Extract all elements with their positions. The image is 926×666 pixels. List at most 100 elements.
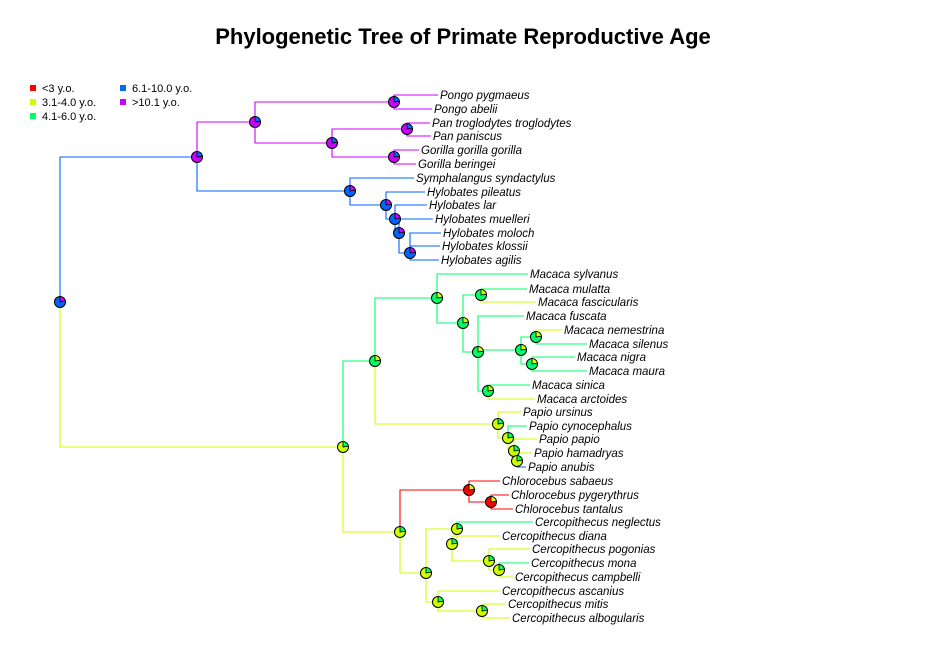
node-pie	[394, 526, 406, 538]
tree-branch	[59, 156, 197, 302]
tree-branch	[436, 273, 528, 298]
node-pie	[344, 185, 356, 197]
legend-item: <3 y.o.	[30, 83, 75, 95]
species-label: Gorilla gorilla gorilla	[421, 145, 522, 157]
species-label: Pongo pygmaeus	[440, 90, 530, 102]
species-label: Cercopithecus campbelli	[515, 572, 641, 584]
species-label: Pongo abelii	[434, 104, 498, 116]
legend-swatch	[120, 85, 126, 91]
species-label: Pan paniscus	[433, 131, 502, 143]
node-pie	[457, 317, 469, 329]
node-pie	[431, 292, 443, 304]
legend-label: 3.1-4.0 y.o.	[42, 97, 97, 109]
tree-branch	[196, 157, 350, 192]
node-pie	[401, 123, 413, 135]
node-pie	[337, 441, 349, 453]
legend-label: 4.1-6.0 y.o.	[42, 111, 97, 123]
legend-swatch	[120, 99, 126, 105]
species-label: Papio ursinus	[523, 407, 593, 419]
node-pie	[483, 555, 495, 567]
species-label: Macaca fascicularis	[538, 297, 639, 309]
node-pie	[388, 151, 400, 163]
tree-branch	[531, 364, 587, 372]
legend-label: <3 y.o.	[42, 83, 75, 95]
node-pie	[249, 116, 261, 128]
species-label: Macaca mulatta	[529, 284, 610, 296]
legend-item: 4.1-6.0 y.o.	[30, 111, 96, 123]
legend: <3 y.o. 3.1-4.0 y.o. 4.1-6.0 y.o. 6.1-10…	[30, 83, 230, 127]
species-label: Hylobates lar	[429, 200, 497, 212]
tree-branch	[399, 532, 426, 574]
tree-branch	[531, 356, 575, 364]
species-label: Macaca maura	[589, 366, 665, 378]
tree-branch	[477, 349, 521, 352]
tree-branch	[399, 489, 469, 532]
node-pie	[369, 355, 381, 367]
species-label: Hylobates agilis	[441, 255, 522, 267]
legend-item: >10.1 y.o.	[120, 97, 180, 109]
node-pie	[511, 455, 523, 467]
tree-branch	[342, 360, 375, 447]
species-label: Papio anubis	[528, 462, 595, 474]
species-label: Macaca fuscata	[526, 311, 607, 323]
species-label: Cercopithecus neglectus	[535, 517, 661, 529]
tree-branch	[456, 521, 533, 529]
species-label: Chlorocebus pygerythrus	[511, 490, 639, 502]
tree-branch	[385, 191, 425, 205]
tree-branch	[254, 101, 394, 122]
legend-item: 6.1-10.0 y.o.	[120, 83, 192, 95]
node-pie	[54, 296, 66, 308]
tree-branch	[487, 391, 535, 400]
node-pie	[475, 289, 487, 301]
tree-branch	[425, 528, 457, 573]
node-pie	[502, 432, 514, 444]
tree-branch	[477, 352, 488, 392]
tree-branch	[374, 361, 498, 425]
species-label: Pan troglodytes troglodytes	[432, 118, 572, 130]
tree-branch	[349, 177, 414, 191]
tree-branch	[374, 297, 437, 361]
tree-branch	[487, 384, 530, 391]
species-label: Papio hamadryas	[534, 448, 624, 460]
tree-branch	[488, 548, 530, 561]
node-pie	[472, 346, 484, 358]
tree-branch	[480, 295, 536, 303]
species-label: Cercopithecus diana	[502, 531, 607, 543]
species-label: Chlorocebus tantalus	[515, 504, 623, 516]
tree-branch	[437, 602, 482, 612]
species-label: Macaca sinica	[532, 380, 605, 392]
legend-swatch	[30, 99, 36, 105]
species-label: Hylobates klossii	[442, 241, 528, 253]
tree-branch	[331, 143, 394, 158]
node-pie	[191, 151, 203, 163]
node-pie	[515, 344, 527, 356]
species-label: Symphalangus syndactylus	[416, 173, 556, 185]
species-label: Macaca nigra	[577, 352, 646, 364]
figure-title: Phylogenetic Tree of Primate Reproductiv…	[215, 24, 711, 49]
tree-branch	[480, 288, 527, 295]
species-label: Papio papio	[539, 434, 600, 446]
node-pie	[476, 605, 488, 617]
tree-branch	[254, 122, 332, 144]
tree-branch	[331, 128, 407, 143]
node-pie	[485, 496, 497, 508]
species-label: Hylobates muelleri	[435, 214, 530, 226]
node-pie	[492, 418, 504, 430]
node-pie	[404, 247, 416, 259]
tree-branch	[451, 535, 500, 544]
tree-branch	[477, 315, 524, 352]
species-label: Gorilla beringei	[418, 159, 496, 171]
tree-branch	[535, 337, 587, 345]
species-label: Papio cynocephalus	[529, 421, 632, 433]
node-pie	[482, 385, 494, 397]
node-pie	[432, 596, 444, 608]
node-pie	[493, 564, 505, 576]
node-pie	[526, 358, 538, 370]
legend-item: 3.1-4.0 y.o.	[30, 97, 96, 109]
tree-branch	[437, 590, 500, 602]
node-pie	[463, 484, 475, 496]
species-label: Chlorocebus sabaeus	[502, 476, 613, 488]
node-pie	[389, 213, 401, 225]
species-label: Cercopithecus mona	[531, 558, 636, 570]
